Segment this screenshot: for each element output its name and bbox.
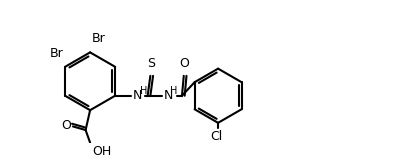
Text: Cl: Cl <box>210 130 222 143</box>
Text: S: S <box>147 58 155 70</box>
Text: H: H <box>139 86 147 96</box>
Text: Br: Br <box>49 47 63 60</box>
Text: N: N <box>164 89 173 102</box>
Text: H: H <box>170 86 177 96</box>
Text: O: O <box>179 58 189 70</box>
Text: OH: OH <box>92 145 111 158</box>
Text: Br: Br <box>92 32 105 45</box>
Text: O: O <box>61 119 71 132</box>
Text: N: N <box>133 89 142 102</box>
